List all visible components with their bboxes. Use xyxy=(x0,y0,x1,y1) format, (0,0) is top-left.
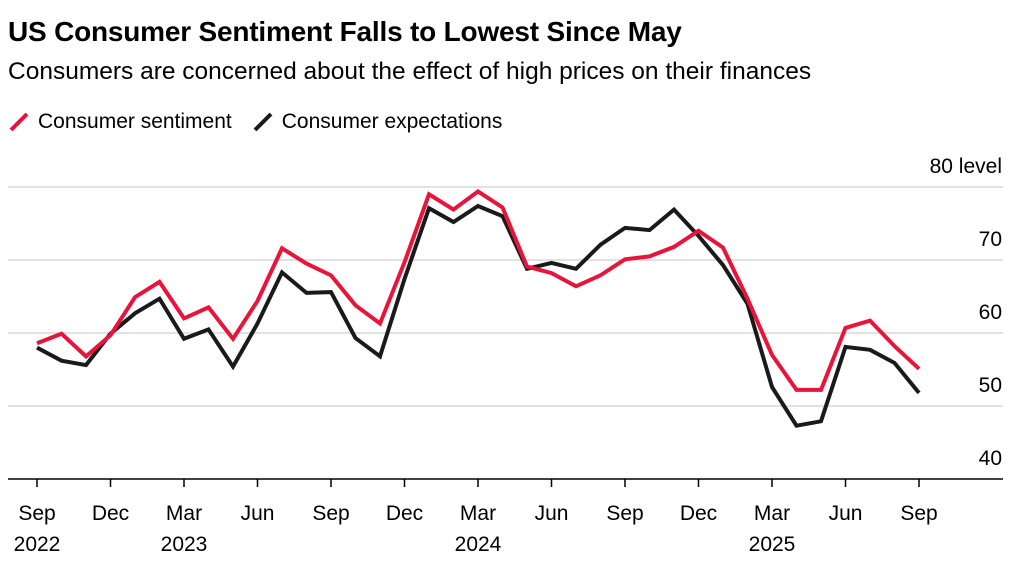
x-tick-label-2023-12: Dec xyxy=(386,502,423,525)
x-year-label-2023: 2023 xyxy=(161,533,208,556)
x-tick-label-2022-12: Dec xyxy=(92,502,129,525)
legend-label-sentiment: Consumer sentiment xyxy=(38,110,232,133)
x-tick-label-2024-12: Dec xyxy=(680,502,717,525)
x-tick-label-2022-09: Sep xyxy=(18,502,55,525)
legend-swatch-expectations xyxy=(253,112,273,132)
legend-item-expectations: Consumer expectations xyxy=(252,110,503,134)
x-tick-label-2025-09: Sep xyxy=(900,502,937,525)
legend-swatch-sentiment xyxy=(9,112,29,132)
x-tick-label-2024-06: Jun xyxy=(535,502,569,525)
legend-label-expectations: Consumer expectations xyxy=(281,110,503,133)
x-tick-label-2024-03: Mar xyxy=(460,502,496,525)
x-tick-label-2023-09: Sep xyxy=(312,502,349,525)
legend: Consumer sentiment Consumer expectations xyxy=(8,110,522,134)
chart-subtitle: Consumers are concerned about the effect… xyxy=(8,58,812,85)
y-tick-label-60: 60 xyxy=(979,301,1002,324)
x-year-label-2025: 2025 xyxy=(749,533,796,556)
y-tick-label-80: 80 level xyxy=(930,155,1002,178)
x-year-label-2022: 2022 xyxy=(14,533,61,556)
series-line-consumer-expectations xyxy=(36,203,921,428)
x-tick-label-2025-03: Mar xyxy=(754,502,790,525)
legend-item-sentiment: Consumer sentiment xyxy=(8,110,232,134)
x-year-label-2024: 2024 xyxy=(455,533,502,556)
y-tick-label-40: 40 xyxy=(979,447,1002,470)
series-line-consumer-sentiment xyxy=(36,188,921,392)
y-tick-label-70: 70 xyxy=(979,228,1002,251)
x-tick-label-2023-06: Jun xyxy=(241,502,275,525)
x-tick-label-2023-03: Mar xyxy=(166,502,202,525)
x-tick-label-2024-09: Sep xyxy=(606,502,643,525)
x-tick-label-2025-06: Jun xyxy=(829,502,863,525)
chart-title: US Consumer Sentiment Falls to Lowest Si… xyxy=(8,16,682,47)
y-tick-label-50: 50 xyxy=(979,374,1002,397)
